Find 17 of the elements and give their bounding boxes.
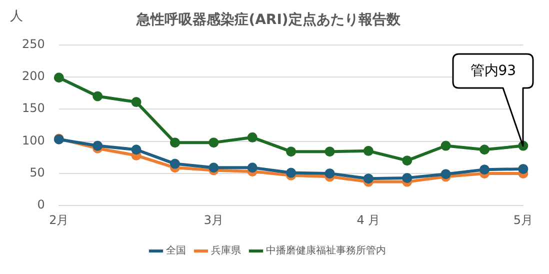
y-axis-title: 人 bbox=[10, 8, 23, 24]
y-tick-label: 150 bbox=[22, 101, 45, 116]
x-tick-label: 3月 bbox=[204, 212, 224, 227]
y-tick-label: 100 bbox=[22, 133, 45, 148]
y-tick-label: 50 bbox=[30, 166, 45, 180]
callout-box: 管内93 bbox=[451, 52, 536, 148]
x-tick-label: 4 月 bbox=[356, 212, 380, 227]
chart-title: 急性呼吸器感染症(ARI)定点あたり報告数 bbox=[136, 11, 402, 28]
legend-label: 全国 bbox=[166, 244, 186, 257]
annotation: 管内93 bbox=[469, 62, 518, 81]
legend-label: 中播磨健康福祉事務所管内 bbox=[266, 244, 386, 257]
legend-label: 兵庫県 bbox=[211, 244, 241, 257]
x-tick-label: 2月 bbox=[49, 212, 69, 227]
y-tick-label: 250 bbox=[22, 36, 45, 51]
x-tick-label: 5月 bbox=[513, 212, 534, 227]
y-tick-label: 200 bbox=[22, 69, 45, 84]
y-tick-label: 0 bbox=[37, 198, 45, 212]
